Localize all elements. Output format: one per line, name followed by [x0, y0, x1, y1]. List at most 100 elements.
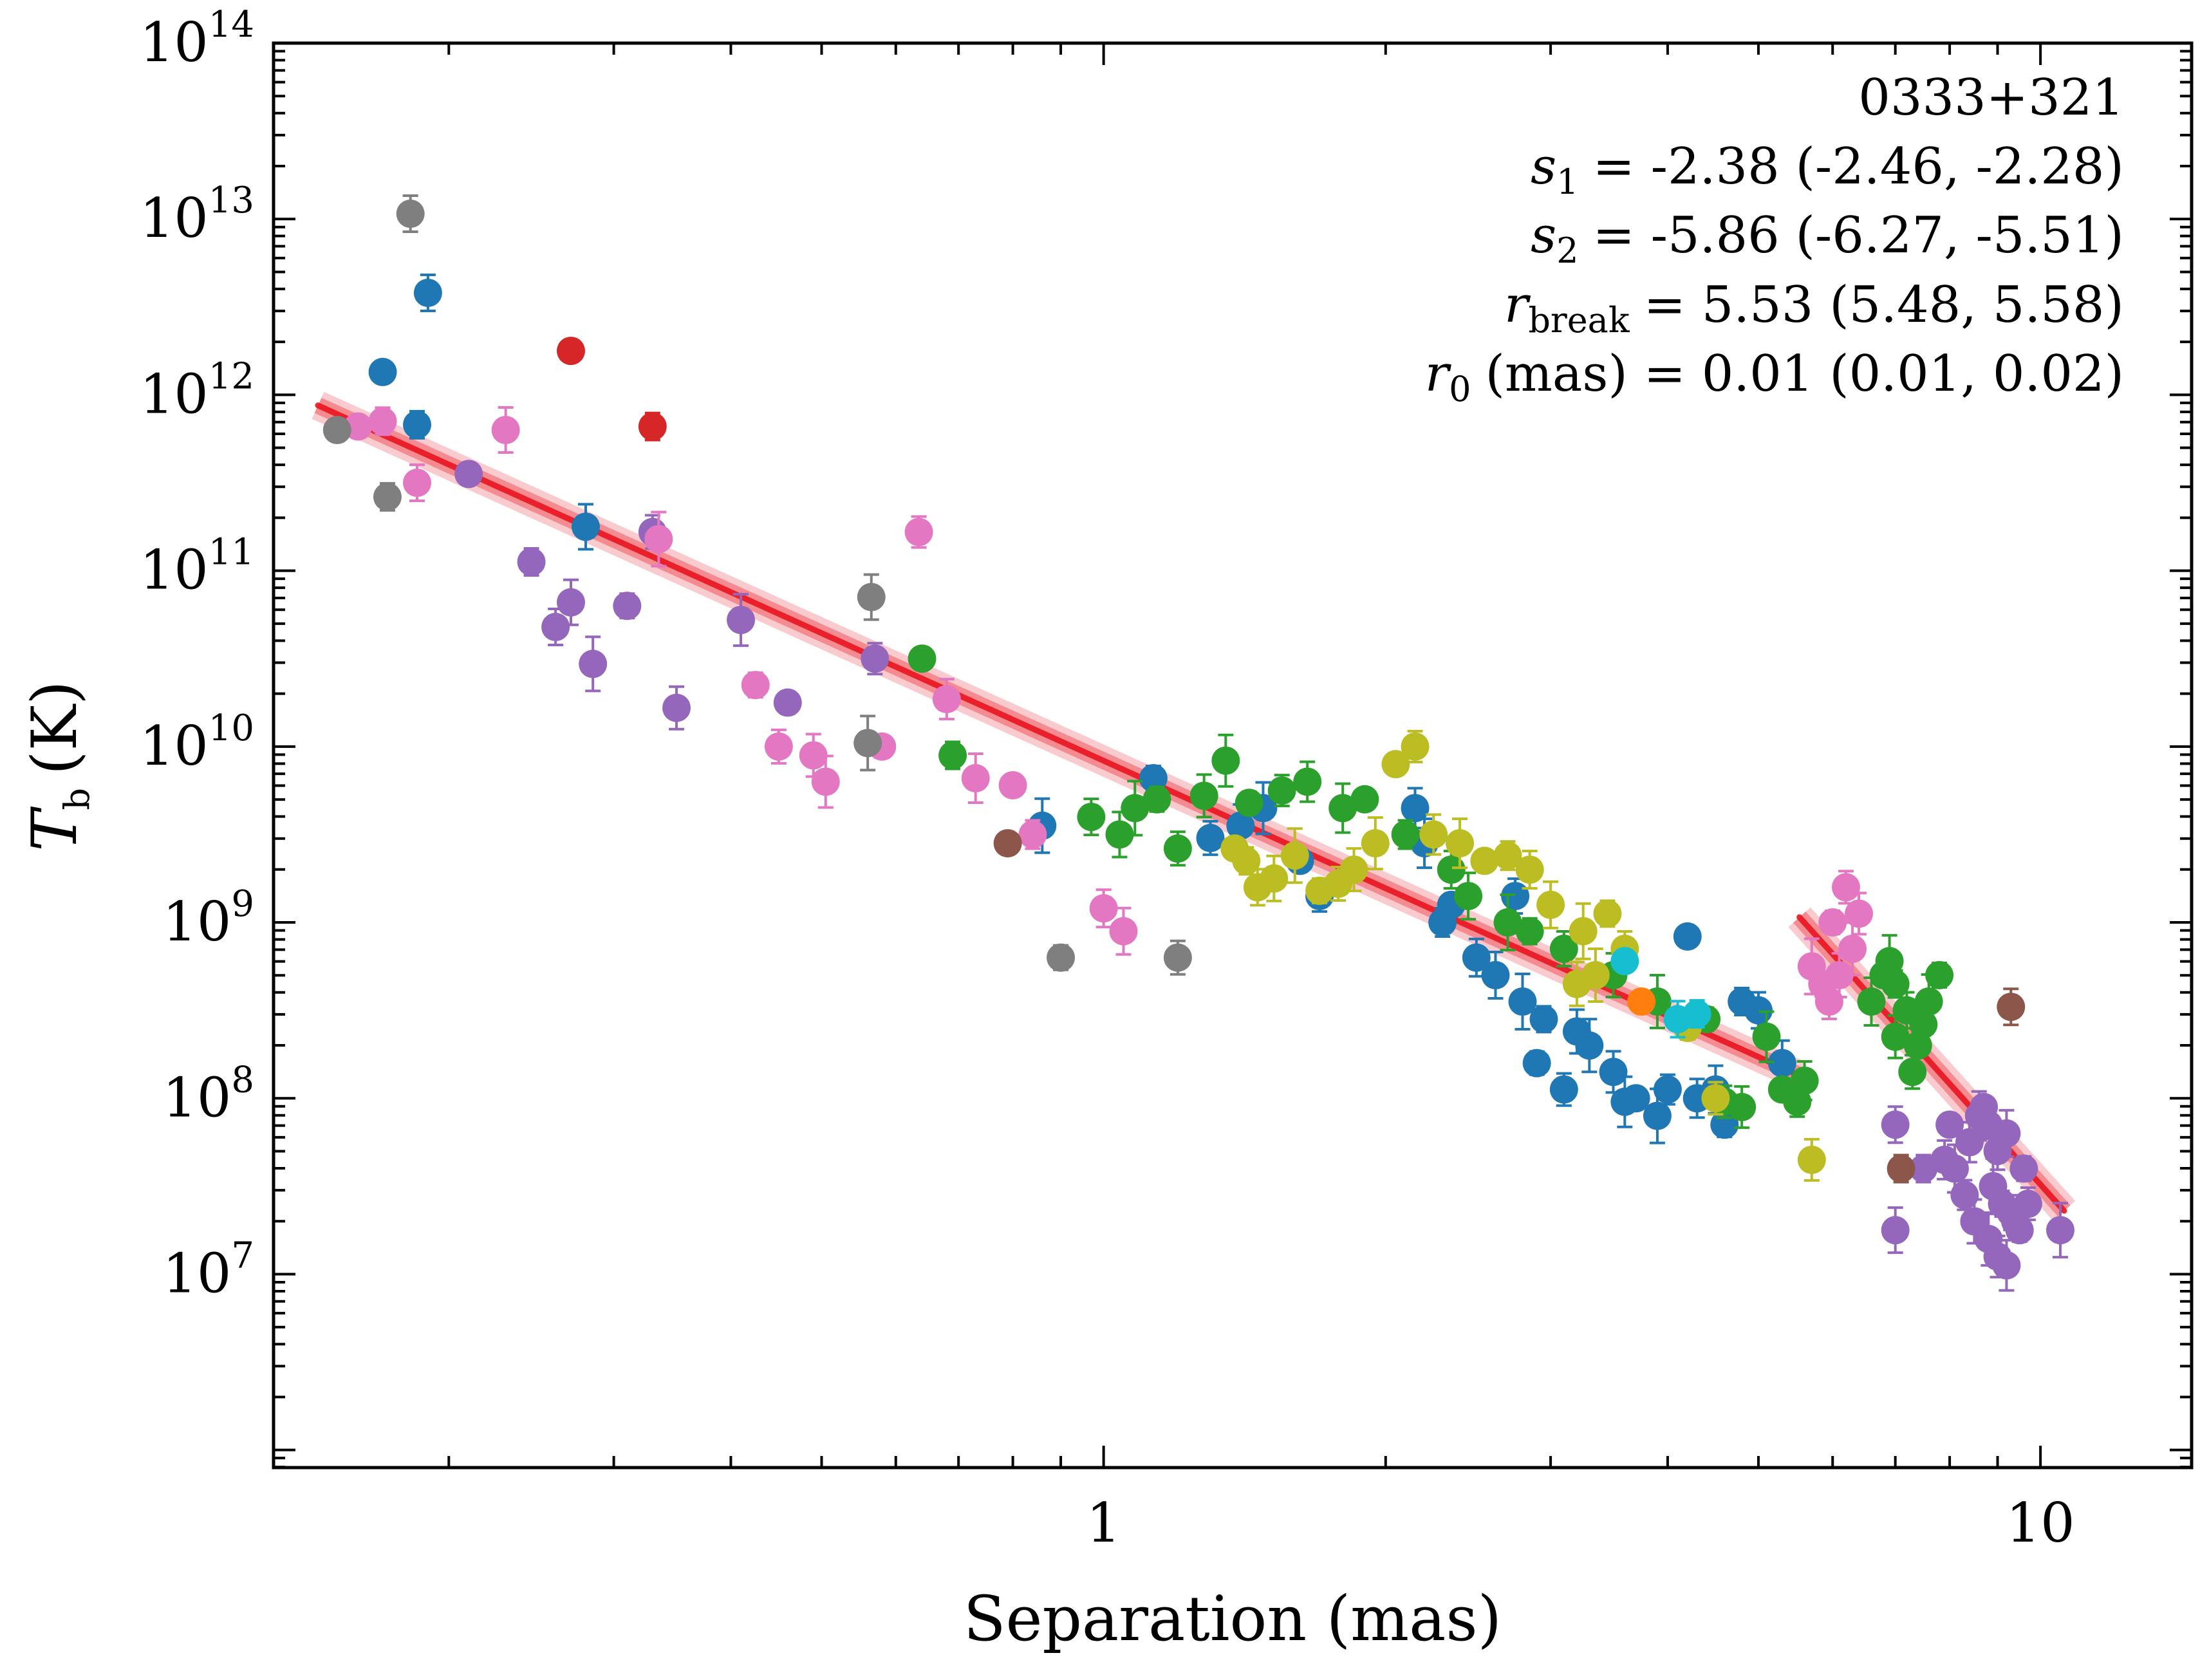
- data-point: [491, 416, 520, 445]
- data-point: [1845, 899, 1874, 928]
- data-point: [1881, 1022, 1910, 1051]
- data-point: [1549, 1075, 1578, 1104]
- x-tick-labels: 1 10: [1086, 1491, 2075, 1554]
- data-point: [773, 688, 802, 717]
- data-point: [579, 649, 608, 678]
- data-point: [1529, 1005, 1558, 1034]
- data-point: [938, 741, 967, 770]
- s1-value: = -2.38 (-2.46, -2.28): [1593, 138, 2124, 196]
- data-point: [1887, 1154, 1915, 1183]
- data-point: [811, 767, 840, 796]
- data-point: [1914, 987, 1943, 1016]
- data-point: [1955, 1128, 1984, 1157]
- data-point: [1267, 776, 1296, 805]
- data-point: [1419, 820, 1448, 849]
- data-point: [2046, 1216, 2074, 1245]
- data-point: [557, 337, 586, 366]
- series-cyan: [1610, 947, 1711, 1039]
- s2-subscript: 2: [1556, 230, 1578, 271]
- y-axis-unit: (K): [19, 680, 91, 775]
- data-point: [1950, 1181, 1979, 1209]
- data-point: [1361, 829, 1390, 858]
- data-point: [2009, 1154, 2038, 1183]
- s2-value: = -5.86 (-6.27, -5.51): [1593, 207, 2124, 265]
- data-point: [1627, 987, 1656, 1016]
- data-point: [1643, 1101, 1672, 1130]
- data-point: [1232, 846, 1261, 875]
- data-point: [1940, 1154, 1969, 1183]
- data-point: [1018, 820, 1047, 849]
- data-point: [1047, 943, 1076, 972]
- data-point: [1831, 873, 1860, 902]
- y-tick-label: 1013: [140, 180, 254, 250]
- data-point: [1581, 961, 1610, 990]
- r0-value: (mas) = 0.01 (0.01, 0.02): [1485, 345, 2124, 403]
- data-point: [1825, 961, 1854, 990]
- data-point: [1163, 834, 1192, 863]
- y-tick-label: 1014: [140, 4, 254, 74]
- data-point: [1196, 823, 1225, 852]
- annotation-source: 0333+321: [1858, 69, 2124, 127]
- data-point: [403, 469, 432, 498]
- data-point: [613, 592, 642, 621]
- rbreak-symbol: r: [1504, 276, 1531, 334]
- data-point: [1701, 1084, 1730, 1113]
- data-point: [1838, 935, 1867, 964]
- fit-line-inner: [315, 402, 1803, 1079]
- data-layer: [322, 194, 2074, 1292]
- data-point: [1992, 1251, 2021, 1280]
- data-point: [1653, 1075, 1682, 1104]
- data-point: [368, 407, 397, 436]
- data-point: [1350, 785, 1379, 814]
- data-point: [1536, 890, 1565, 919]
- data-point: [904, 518, 933, 546]
- data-point: [1767, 1049, 1796, 1078]
- data-point: [799, 741, 828, 770]
- data-point: [1163, 943, 1192, 972]
- series-pink: [344, 406, 1874, 1020]
- data-point: [1142, 785, 1171, 814]
- data-point: [541, 613, 570, 642]
- data-point: [1462, 943, 1491, 972]
- data-point: [1790, 1066, 1819, 1095]
- data-point: [1673, 922, 1702, 951]
- data-point: [1925, 961, 1954, 990]
- data-point: [1599, 1058, 1628, 1087]
- data-point: [1501, 882, 1530, 911]
- data-point: [1515, 917, 1544, 946]
- series-red: [557, 337, 667, 442]
- y-tick-label: 108: [162, 1059, 254, 1129]
- data-point: [1481, 961, 1510, 990]
- rbreak-value: = 5.53 (5.48, 5.58): [1644, 276, 2124, 334]
- data-point: [322, 416, 351, 445]
- data-point: [1401, 732, 1430, 761]
- data-point: [1752, 1022, 1781, 1051]
- data-point: [861, 644, 890, 673]
- s1-subscript: 1: [1556, 162, 1578, 202]
- data-point: [368, 357, 397, 386]
- data-point: [1235, 789, 1263, 817]
- data-point: [1328, 794, 1357, 823]
- data-point: [1437, 855, 1466, 884]
- data-point: [1077, 803, 1106, 832]
- series-gray: [322, 194, 1192, 976]
- y-tick-label: 1011: [140, 532, 254, 602]
- data-point: [571, 512, 600, 541]
- data-point: [557, 588, 586, 617]
- y-tick-labels: 1014 1013 1012 1011 1010 109 108 107: [140, 4, 254, 1305]
- data-point: [638, 412, 667, 441]
- data-point: [1881, 1110, 1910, 1139]
- data-point: [908, 644, 937, 673]
- y-axis-title: Tb (K): [19, 680, 97, 851]
- data-point: [993, 829, 1022, 858]
- data-point: [373, 482, 402, 511]
- data-point: [403, 410, 432, 439]
- data-point: [1569, 917, 1598, 946]
- data-point: [1610, 947, 1639, 976]
- data-point: [1857, 987, 1886, 1016]
- data-point: [1089, 894, 1118, 923]
- data-point: [1293, 767, 1322, 796]
- y-tick-label: 1012: [140, 355, 254, 425]
